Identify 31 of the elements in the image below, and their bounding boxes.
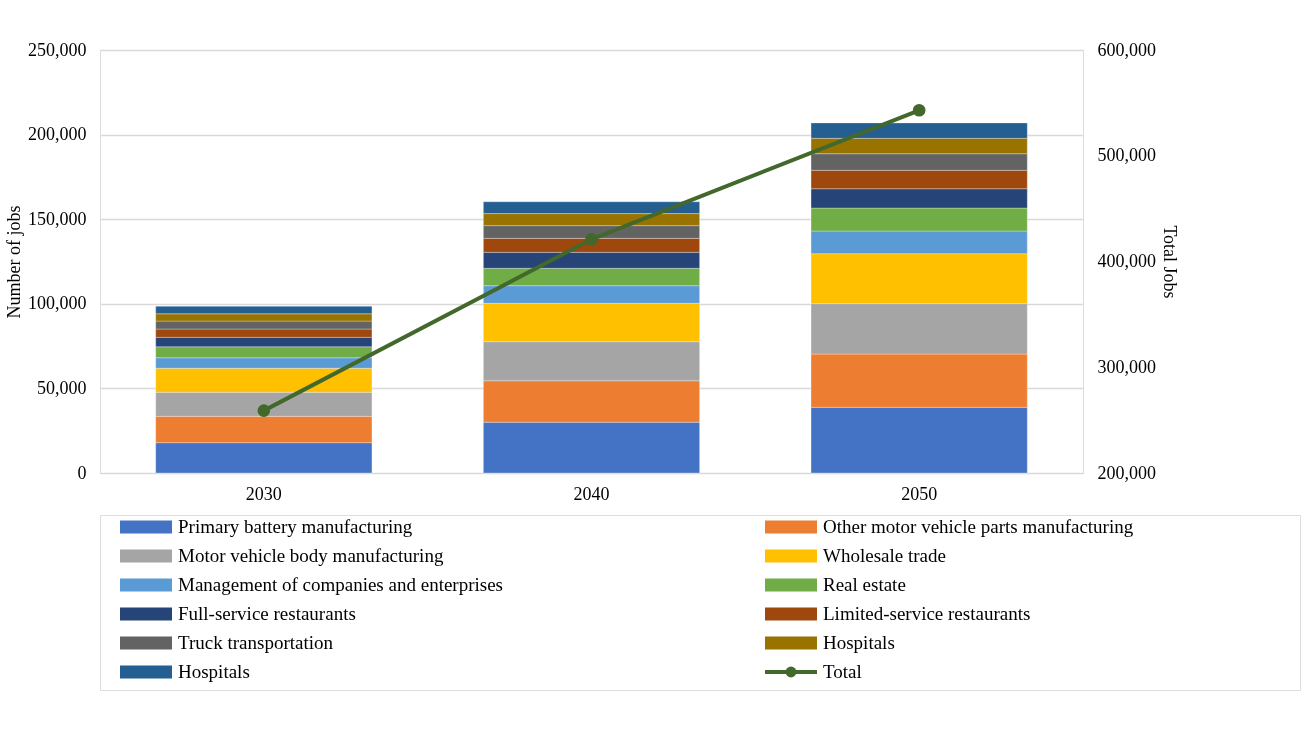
y2-tick-label: 300,000 — [1097, 356, 1156, 377]
y-tick-label: 200,000 — [28, 124, 87, 145]
y-tick-label: 50,000 — [37, 377, 87, 398]
legend-label: Wholesale trade — [823, 545, 946, 566]
y-tick-label: 100,000 — [28, 293, 87, 314]
legend-label: Limited-service restaurants — [823, 603, 1031, 624]
point — [585, 232, 598, 246]
x-tick-label: 2050 — [901, 483, 938, 504]
x-tick-label: 2030 — [245, 483, 282, 504]
legend-label: Primary battery manufacturing — [178, 516, 413, 537]
y2-tick-label: 600,000 — [1097, 39, 1156, 60]
y-tick-label: 0 — [77, 462, 87, 483]
legend-label: Real estate — [823, 574, 906, 595]
point — [912, 103, 926, 117]
legend-label: Motor vehicle body manufacturing — [178, 545, 444, 566]
y-axis-title: Number of jobs — [4, 205, 24, 319]
legend-label: Hospitals — [178, 661, 250, 682]
point — [257, 404, 271, 417]
legend-label: Total — [823, 661, 862, 682]
legend-label: Management of companies and enterprises — [178, 574, 503, 595]
legend-label: Full-service restaurants — [178, 603, 356, 624]
x-tick-label: 2040 — [573, 483, 610, 504]
y-tick-label: 150,000 — [28, 208, 87, 229]
y-tick-label: 250,000 — [28, 39, 87, 60]
legend-label: Hospitals — [823, 632, 895, 653]
legend-label: Other motor vehicle parts manufacturing — [823, 516, 1134, 537]
y2-tick-label: 500,000 — [1097, 145, 1156, 166]
legend-label: Truck transportation — [178, 632, 334, 653]
y2-tick-label: 400,000 — [1097, 251, 1156, 271]
y2-axis-title: Total Jobs — [1160, 225, 1180, 299]
y2-tick-label: 200,000 — [1097, 462, 1156, 483]
